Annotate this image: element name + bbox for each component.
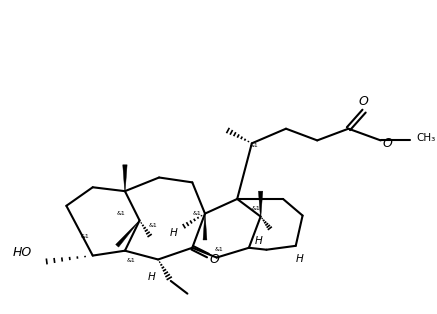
Text: &1: &1 <box>149 223 157 228</box>
Text: H: H <box>170 228 177 238</box>
Polygon shape <box>116 220 140 247</box>
Text: &1: &1 <box>250 143 259 148</box>
Text: &1: &1 <box>127 258 135 263</box>
Text: H: H <box>296 254 304 264</box>
Text: &1: &1 <box>192 211 201 216</box>
Text: H: H <box>255 236 263 246</box>
Text: HO: HO <box>13 246 32 259</box>
Polygon shape <box>203 214 207 240</box>
Text: H: H <box>147 272 155 282</box>
Text: O: O <box>210 253 220 266</box>
Text: &1: &1 <box>116 211 125 216</box>
Text: O: O <box>382 137 392 150</box>
Text: &1: &1 <box>252 206 260 211</box>
Polygon shape <box>258 191 263 217</box>
Text: O: O <box>358 95 368 108</box>
Text: &1: &1 <box>81 234 90 239</box>
Text: CH₃: CH₃ <box>417 133 436 143</box>
Polygon shape <box>123 165 127 191</box>
Text: &1: &1 <box>215 247 223 252</box>
